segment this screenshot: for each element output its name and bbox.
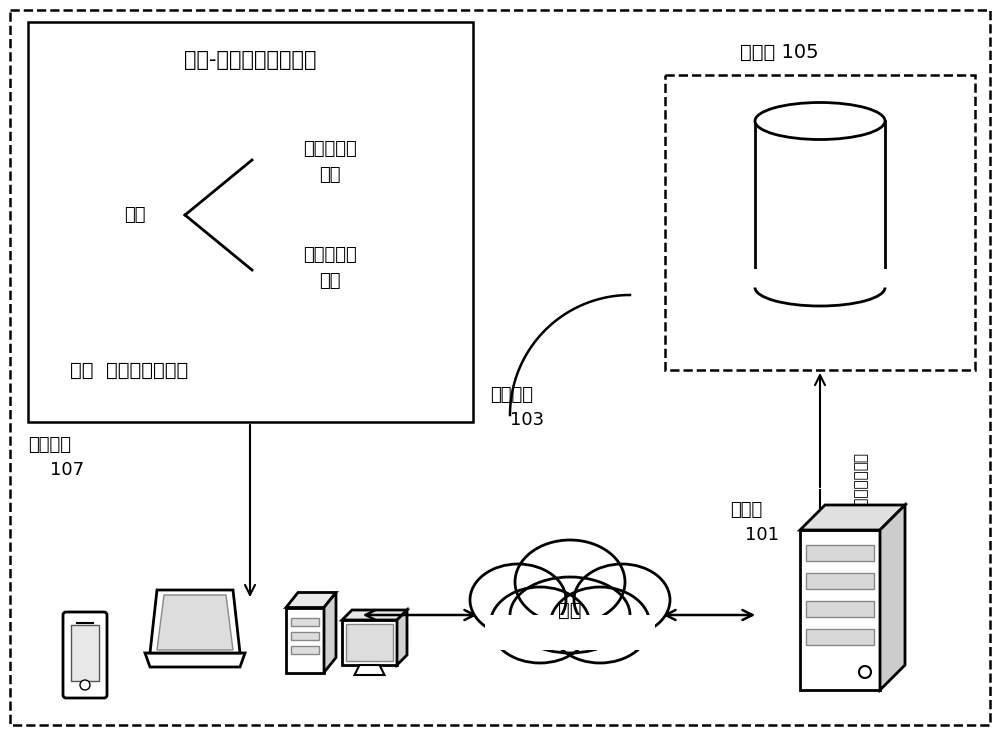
Ellipse shape: [470, 564, 566, 636]
Polygon shape: [324, 592, 336, 673]
FancyBboxPatch shape: [28, 22, 473, 422]
Polygon shape: [800, 530, 880, 690]
Polygon shape: [880, 505, 905, 690]
FancyBboxPatch shape: [753, 269, 887, 290]
FancyBboxPatch shape: [291, 617, 319, 625]
Text: 网络: 网络: [558, 600, 582, 620]
Polygon shape: [286, 592, 336, 608]
FancyBboxPatch shape: [806, 629, 874, 645]
FancyBboxPatch shape: [346, 624, 393, 661]
Polygon shape: [342, 620, 397, 665]
Ellipse shape: [490, 587, 590, 663]
Text: 模板数据处理: 模板数据处理: [852, 453, 868, 507]
FancyBboxPatch shape: [806, 545, 874, 561]
Ellipse shape: [550, 587, 650, 663]
Polygon shape: [354, 665, 384, 675]
Text: 103: 103: [510, 411, 544, 429]
FancyBboxPatch shape: [291, 645, 319, 653]
Text: 抗体-抗原的亲和力预测: 抗体-抗原的亲和力预测: [184, 50, 316, 70]
Ellipse shape: [80, 680, 90, 690]
FancyBboxPatch shape: [71, 625, 99, 681]
FancyBboxPatch shape: [63, 612, 107, 698]
FancyBboxPatch shape: [806, 573, 874, 589]
Polygon shape: [342, 610, 407, 620]
Polygon shape: [157, 595, 233, 650]
Text: 数据库 105: 数据库 105: [740, 43, 819, 62]
Text: 101: 101: [745, 526, 779, 544]
Text: 输入: 输入: [124, 206, 146, 224]
Ellipse shape: [574, 564, 670, 636]
Text: 应用程序: 应用程序: [28, 436, 71, 454]
FancyBboxPatch shape: [291, 631, 319, 639]
Polygon shape: [150, 590, 240, 653]
Ellipse shape: [859, 666, 871, 678]
Text: 107: 107: [50, 461, 84, 479]
Polygon shape: [800, 505, 905, 530]
Text: 抗原氨基酸
序列: 抗原氨基酸 序列: [303, 140, 357, 184]
Text: 终端设备: 终端设备: [490, 386, 533, 404]
FancyBboxPatch shape: [10, 10, 990, 725]
Text: 服务器: 服务器: [730, 501, 762, 519]
FancyBboxPatch shape: [485, 615, 655, 650]
Polygon shape: [286, 608, 324, 673]
Text: 抗体氨基酸
序列: 抗体氨基酸 序列: [303, 245, 357, 290]
FancyBboxPatch shape: [665, 75, 975, 370]
Polygon shape: [397, 610, 407, 665]
Ellipse shape: [755, 102, 885, 140]
Text: 输出  结合亲和力参数: 输出 结合亲和力参数: [70, 360, 188, 379]
Ellipse shape: [510, 577, 630, 653]
Ellipse shape: [515, 540, 625, 624]
FancyBboxPatch shape: [806, 601, 874, 617]
Polygon shape: [145, 653, 245, 667]
